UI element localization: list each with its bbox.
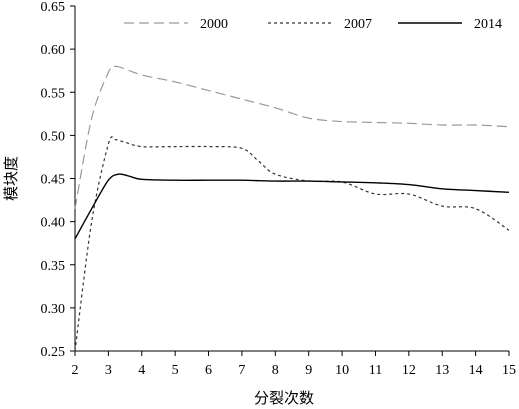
series-line-2014	[74, 173, 510, 240]
x-tick-label: 7	[238, 363, 245, 378]
x-tick-label: 10	[335, 363, 349, 378]
x-tick-label: 6	[205, 363, 212, 378]
x-tick-label: 8	[272, 363, 279, 378]
legend-label-2007: 2007	[344, 17, 372, 32]
x-tick-label: 3	[105, 363, 112, 378]
y-tick-label: 0.55	[41, 86, 66, 101]
x-tick-label: 11	[369, 363, 382, 378]
x-tick-label: 4	[138, 363, 145, 378]
series-line-2000	[74, 65, 510, 209]
legend-label-2000: 2000	[200, 17, 228, 32]
legend: 2000 2007 2014	[124, 17, 502, 32]
x-tick-label: 15	[502, 363, 516, 378]
x-tick-label: 5	[172, 363, 179, 378]
x-tick-label: 13	[435, 363, 449, 378]
y-tick-label: 0.30	[41, 302, 66, 317]
axes: 0.25 0.30 0.35 0.40 0.45 0.50 0.55 0.60 0.65 2 3 4 5…	[41, 0, 517, 378]
y-tick-label: 0.40	[41, 216, 66, 231]
y-tick-label: 0.25	[41, 345, 66, 360]
y-tick-label: 0.35	[41, 259, 66, 274]
series-layer	[74, 65, 510, 352]
x-tick-label: 14	[469, 363, 483, 378]
series-line-2007	[74, 136, 510, 352]
y-tick-label: 0.50	[41, 129, 66, 144]
x-tick-label: 2	[72, 363, 79, 378]
x-tick-label: 9	[305, 363, 312, 378]
y-tick-label: 0.60	[41, 43, 66, 58]
y-tick-label: 0.65	[41, 0, 66, 15]
y-tick-label: 0.45	[41, 173, 66, 188]
x-axis-title: 分裂次数	[254, 389, 314, 407]
y-axis-title: 模块度	[2, 156, 20, 201]
legend-label-2014: 2014	[474, 17, 502, 32]
x-tick-label: 12	[402, 363, 416, 378]
